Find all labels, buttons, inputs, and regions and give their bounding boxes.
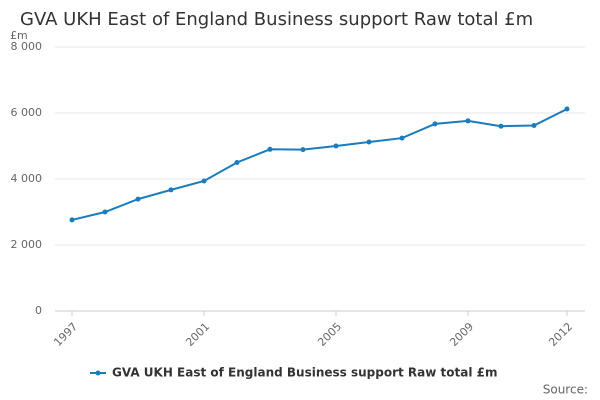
legend-label: GVA UKH East of England Business support…: [112, 366, 498, 380]
point: [168, 187, 174, 193]
source: Source:: [543, 383, 588, 397]
chart-title: GVA UKH East of England Business support…: [20, 9, 533, 30]
point: [135, 196, 141, 202]
point: [267, 146, 273, 152]
point: [432, 121, 438, 127]
y-tick-label: 2 000: [11, 238, 43, 251]
point: [69, 217, 75, 223]
y-tick-label: 0: [35, 304, 42, 317]
point: [333, 143, 339, 149]
x-tick-label: 2001: [183, 320, 212, 349]
legend-swatch-dot: [95, 370, 101, 376]
point: [531, 123, 537, 129]
y-tick-label: 8 000: [11, 40, 43, 53]
point: [234, 160, 240, 165]
point: [366, 139, 372, 145]
point: [564, 106, 570, 112]
y-unit: £m: [10, 29, 28, 42]
point: [102, 209, 108, 215]
line: [71, 108, 568, 221]
y-tick-label: 4 000: [11, 172, 43, 185]
point: [201, 178, 207, 184]
point: [300, 147, 306, 153]
point: [498, 123, 504, 129]
y-tick-label: 6 000: [11, 106, 43, 119]
x-tick-label: 2005: [315, 320, 344, 349]
point: [399, 135, 405, 141]
x-tick-label: 2012: [546, 320, 575, 349]
x-tick-label: 1997: [51, 320, 80, 349]
x-tick-label: 2009: [447, 320, 476, 349]
point: [465, 118, 471, 124]
